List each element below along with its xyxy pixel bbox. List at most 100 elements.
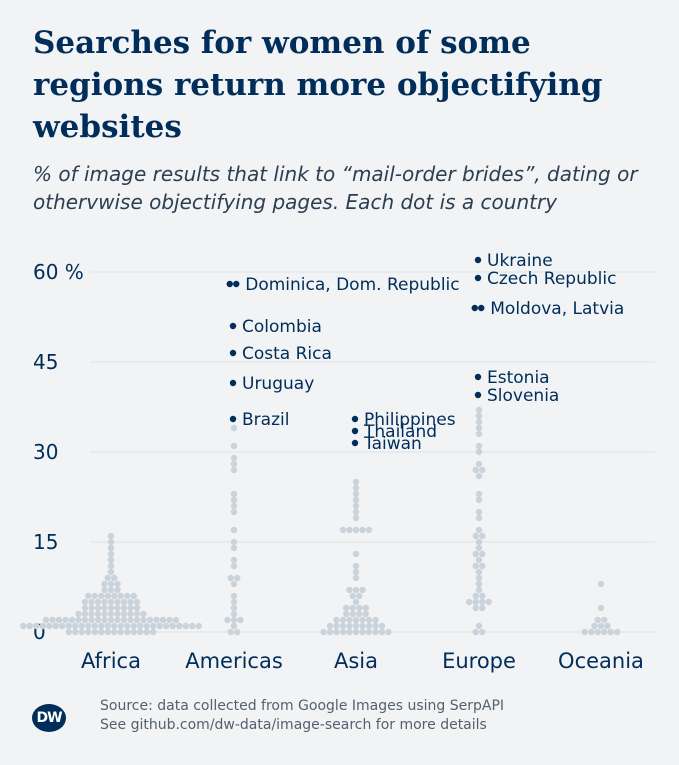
country-dot <box>604 622 611 630</box>
country-dot <box>107 616 115 624</box>
x-category-label: Europe <box>442 649 516 673</box>
country-dot <box>98 622 105 630</box>
country-dot <box>81 610 89 618</box>
country-dot <box>120 604 128 612</box>
country-dot <box>230 562 238 570</box>
country-dot <box>591 622 598 630</box>
country-dot <box>352 502 360 510</box>
country-dot <box>479 628 486 636</box>
country-dot <box>230 538 238 546</box>
country-dot <box>472 598 479 606</box>
country-dot <box>365 616 373 624</box>
country-dot <box>475 526 483 534</box>
country-dot <box>359 622 366 630</box>
country-dot <box>352 526 360 534</box>
country-dot <box>114 616 121 624</box>
country-dot <box>172 616 180 624</box>
country-dot <box>107 604 115 612</box>
country-label: Taiwan <box>363 434 422 454</box>
country-dot <box>72 628 79 636</box>
country-dot <box>195 622 202 630</box>
country-dot <box>475 448 483 456</box>
country-dot <box>65 622 72 630</box>
country-dot <box>101 616 108 624</box>
country-dot <box>475 472 483 480</box>
country-dot <box>230 610 238 618</box>
country-dot <box>120 598 128 606</box>
country-dot <box>143 622 150 630</box>
country-dot <box>107 568 115 576</box>
country-dot <box>20 622 27 630</box>
country-dot <box>594 616 601 624</box>
x-category-label: Oceania <box>558 649 644 673</box>
highlighted-country-dot <box>229 349 237 357</box>
chart-title: Searches for women of some regions retur… <box>33 25 603 145</box>
country-dot <box>230 622 238 630</box>
country-dot <box>133 598 141 606</box>
country-dot <box>78 628 85 636</box>
country-dot <box>372 628 379 636</box>
country-dot <box>339 616 347 624</box>
country-dot <box>94 598 102 606</box>
country-dot <box>581 628 588 636</box>
country-dot <box>55 616 63 624</box>
country-dot <box>378 622 386 630</box>
country-dot <box>182 622 189 630</box>
country-dot <box>333 622 340 630</box>
country-label: Costa Rica <box>242 344 332 364</box>
country-dot <box>114 586 121 594</box>
country-dot <box>349 604 356 612</box>
country-label: Thailand <box>363 422 437 442</box>
country-dot <box>130 592 137 600</box>
country-dot <box>124 622 131 630</box>
country-dot <box>372 622 379 630</box>
highlighted-country-dot <box>474 391 482 399</box>
country-dot <box>78 622 85 630</box>
country-dot <box>479 604 486 612</box>
country-dot <box>466 598 473 606</box>
country-dot <box>81 604 89 612</box>
country-dot <box>352 484 360 492</box>
country-dot <box>230 502 238 510</box>
country-dot <box>68 616 76 624</box>
country-dot <box>104 592 111 600</box>
country-label: Dominica, Dom. Republic <box>245 275 459 295</box>
country-dot <box>230 490 238 498</box>
country-dot <box>85 592 92 600</box>
country-dot <box>133 610 141 618</box>
y-tick-label: 30 <box>33 440 58 464</box>
country-dot <box>333 628 340 636</box>
country-dot <box>362 610 369 618</box>
country-dot <box>479 562 486 570</box>
country-dot <box>479 466 486 474</box>
country-dot <box>114 598 121 606</box>
country-dot <box>597 604 605 612</box>
country-dot <box>479 592 486 600</box>
country-dot <box>104 622 111 630</box>
country-dot <box>472 604 479 612</box>
country-dot <box>230 556 238 564</box>
country-dot <box>159 616 167 624</box>
country-dot <box>75 616 82 624</box>
country-dot <box>88 616 95 624</box>
country-dot <box>26 622 33 630</box>
country-dot <box>227 574 234 582</box>
country-dot <box>107 580 115 588</box>
country-dot <box>475 586 483 594</box>
highlighted-country-dot <box>229 415 237 423</box>
highlighted-countries: Dominica, Dom. Republic Colombia Costa Ric… <box>226 251 624 454</box>
country-label: Colombia <box>242 317 322 337</box>
country-dot <box>479 532 486 540</box>
country-dot <box>150 628 157 636</box>
highlighted-country-dot <box>351 439 359 447</box>
country-dot <box>326 622 334 630</box>
country-dot <box>359 616 366 624</box>
country-dot <box>359 586 366 594</box>
country-dot <box>356 604 363 612</box>
country-dot <box>475 574 483 582</box>
country-dot <box>485 598 492 606</box>
country-dot <box>101 598 108 606</box>
country-dot <box>143 628 150 636</box>
country-dot <box>475 490 483 498</box>
country-dot <box>127 610 134 618</box>
